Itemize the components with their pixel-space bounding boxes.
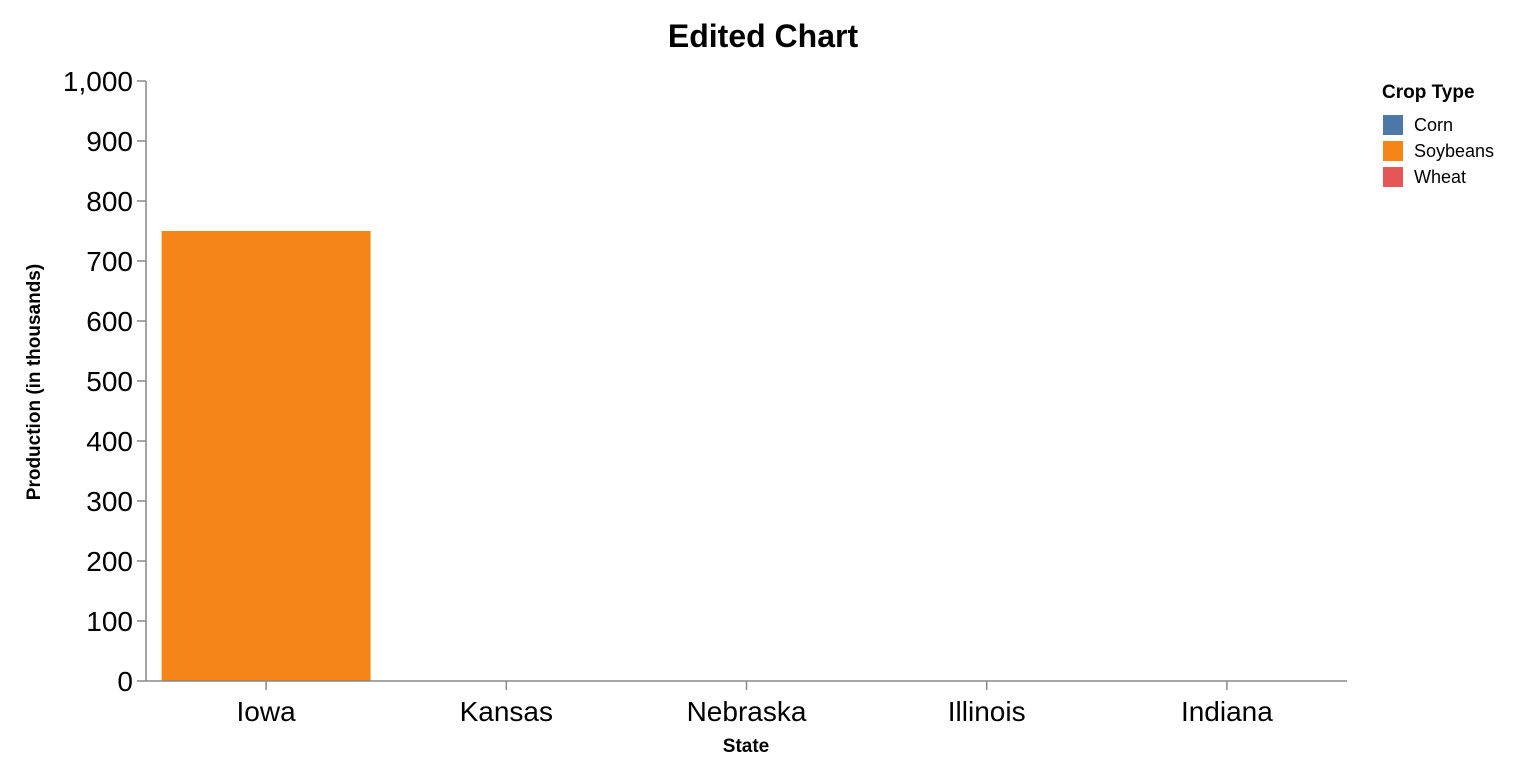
legend: Crop Type Corn Soybeans Wheat [1382,82,1494,187]
y-axis: 0 100 200 300 400 500 600 700 800 900 1,000 [63,66,147,697]
y-tick-label: 800 [86,186,133,217]
y-tick-label: 700 [86,246,133,277]
bars-group [161,231,371,681]
x-axis-title: State [723,736,769,757]
bar-iowa-soybeans [161,231,371,681]
y-tick-label: 600 [86,306,133,337]
y-tick-label: 500 [86,366,133,397]
x-tick-label-illinois: Illinois [948,696,1026,727]
y-tick-label: 900 [86,126,133,157]
y-tick-label: 300 [86,486,133,517]
y-tick-label: 1,000 [63,66,133,97]
legend-label-soybeans: Soybeans [1414,141,1494,161]
legend-swatch-soybeans [1383,141,1403,161]
legend-swatch-corn [1383,115,1403,135]
x-tick-label-nebraska: Nebraska [687,696,807,727]
y-tick-label: 400 [86,426,133,457]
x-tick-label-kansas: Kansas [460,696,553,727]
chart-title: Edited Chart [668,18,859,54]
y-tick-label: 100 [86,606,133,637]
legend-label-corn: Corn [1414,115,1453,135]
x-axis: Iowa Kansas Nebraska Illinois Indiana [146,680,1347,727]
x-tick-label-iowa: Iowa [237,696,297,727]
y-tick-label: 200 [86,546,133,577]
x-tick-label-indiana: Indiana [1181,696,1273,727]
plot-area: 0 100 200 300 400 500 600 700 800 900 1,000 Iowa Ka… [63,66,1347,727]
y-tick-label: 0 [117,666,133,697]
legend-title: Crop Type [1382,82,1475,103]
y-axis-title: Production (in thousands) [24,264,45,500]
legend-swatch-wheat [1383,167,1403,187]
legend-label-wheat: Wheat [1414,167,1466,187]
legend-entries: Corn Soybeans Wheat [1383,115,1494,187]
